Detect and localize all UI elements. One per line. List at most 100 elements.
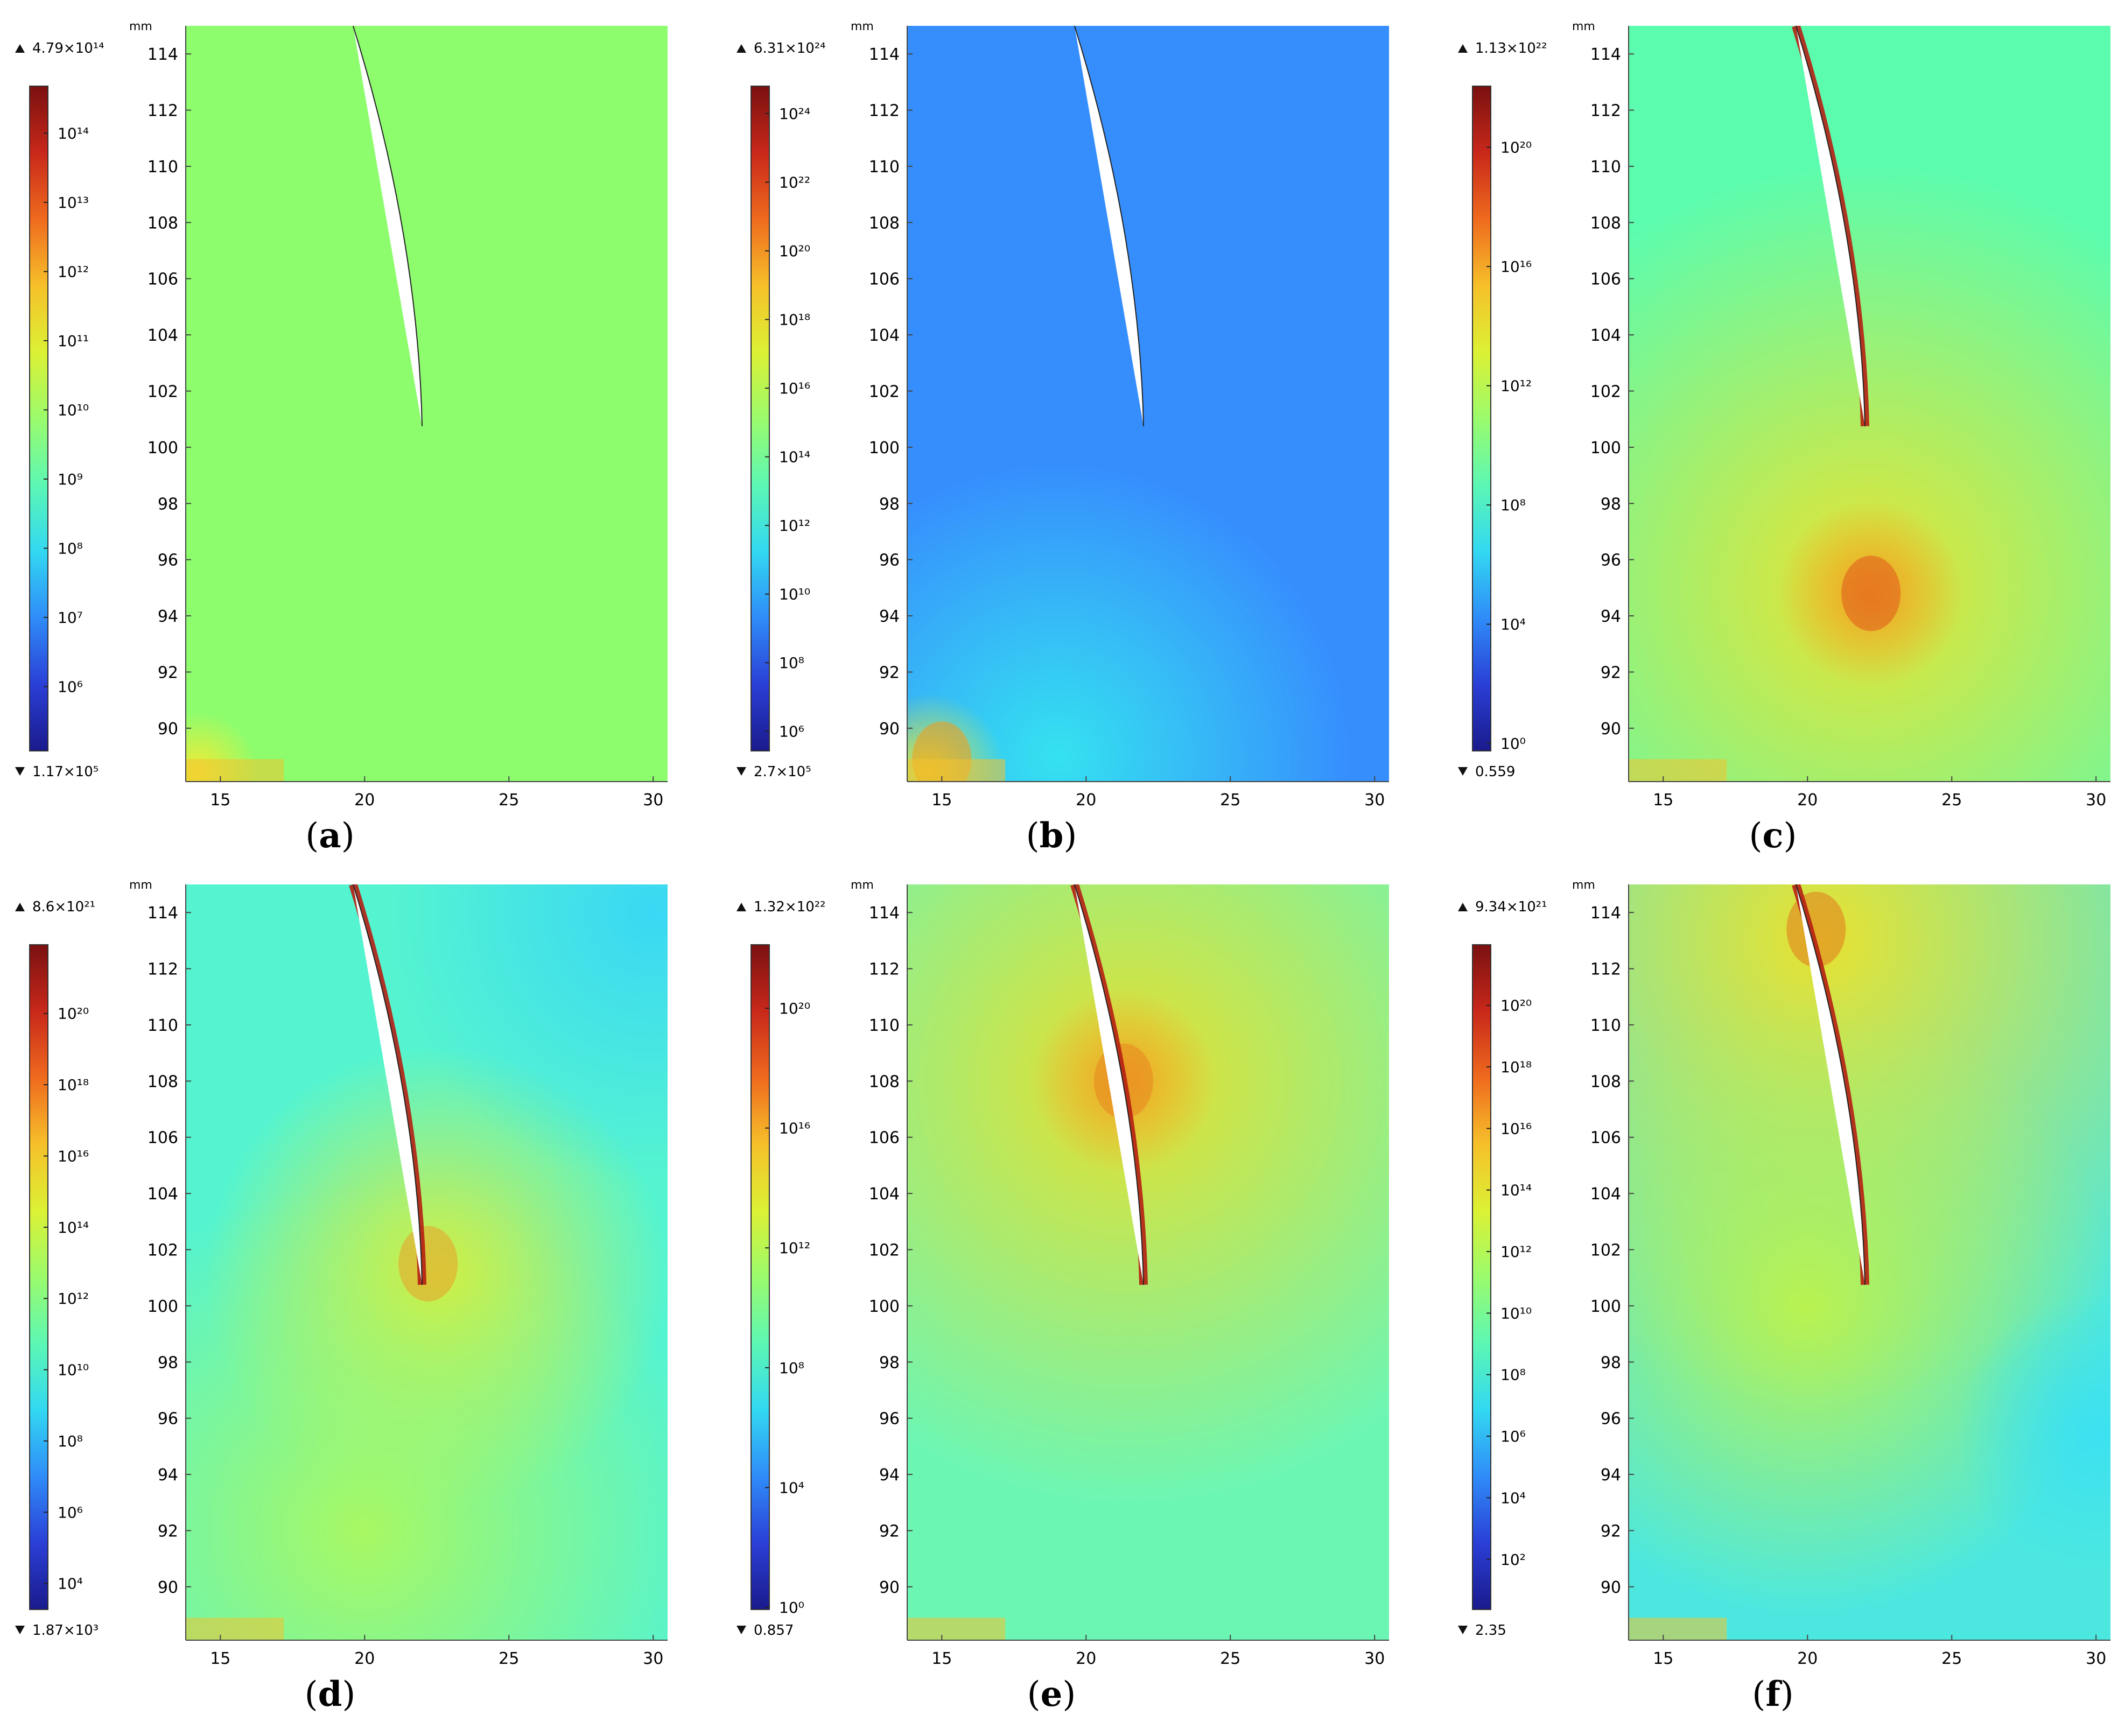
colorbar-tick-label: 10¹⁴ [58,124,89,142]
colorbar-min-label: 2.7×10⁵ [754,764,811,780]
colorbar-tick-label: 10⁶ [58,678,83,695]
colorbar-max-label: 1.32×10²² [754,899,826,915]
y-tick-label: 110 [869,158,900,177]
panel-d: mm 90 92 94 96 98 100 102 104 106 108 110 112 114 15 20… [0,859,718,1723]
colorbar-tick-label: 10⁸ [1500,1366,1526,1384]
notch-region [353,884,423,1285]
x-tick-label: 30 [643,1649,663,1668]
colorbar-tick-label: 10¹⁰ [1500,1304,1532,1322]
y-tick-label: 108 [1590,214,1621,233]
x-tick-label: 25 [1220,791,1240,810]
colorbar-max-label: 9.34×10²¹ [1475,899,1547,915]
x-tick-label: 15 [931,1649,952,1668]
y-tick-label: 108 [148,214,178,233]
field-layer [907,884,1389,1640]
y-tick-label: 92 [1601,1522,1621,1541]
x-tick-label: 15 [1653,791,1673,810]
x-tick-label: 25 [1220,1649,1240,1668]
y-tick-label: 92 [158,663,178,682]
x-tick-label: 25 [1941,791,1962,810]
colorbar-tick-label: 10¹⁴ [58,1219,89,1236]
y-tick-label: 100 [1590,439,1621,458]
y-tick-label: 102 [1590,1241,1621,1260]
chart-b-svg: mm 90 92 94 96 98 100 102 104 106 108 110 112 114 15 20… [737,20,1389,810]
field-layer [1629,884,2110,1640]
y-tick-label: 94 [158,1466,178,1485]
colorbar-tick-label: 10¹⁰ [779,586,810,603]
x-tick-label: 20 [1797,791,1818,810]
y-tick-label: 112 [869,960,900,979]
y-tick-label: 98 [158,1353,178,1372]
panel-a: mm 90 92 94 96 98 100 102 104 106 108 110 112 114 15 20… [0,0,718,864]
field-gradient [186,26,668,782]
bottom-strip [186,759,284,782]
notch-outline [1795,26,1866,426]
x-tick-label: 30 [2086,1649,2106,1668]
colorbar-min-label: 1.87×10³ [32,1622,99,1639]
y-tick-label: 110 [869,1016,900,1035]
y-tick-label: 106 [1590,1129,1621,1148]
bottom-strip [1629,759,1727,782]
axis-unit-label: mm [1572,878,1595,892]
y-tick-label: 108 [148,1072,178,1091]
y-tick-label: 110 [1590,158,1621,177]
x-tick-label: 15 [931,791,952,810]
panel-label: (f) [1752,1674,1794,1714]
colorbar [751,944,770,1610]
colorbar-tick-label: 10¹² [779,1239,810,1257]
y-tick-label: 106 [148,1129,178,1148]
colorbar-tick-label: 10⁴ [58,1575,83,1593]
colorbar-tick-label: 10¹⁸ [1500,1058,1532,1076]
y-tick-label: 110 [1590,1016,1621,1035]
axis-unit-label: mm [129,20,152,33]
min-triangle-icon [1458,767,1468,776]
y-tick-label: 102 [148,383,178,402]
y-tick-label: 96 [1601,551,1621,570]
y-tick-label: 98 [1601,1353,1621,1372]
colorbar-tick-label: 10⁸ [779,654,804,672]
y-tick-label: 114 [869,904,900,923]
bottom-strip [907,1618,1006,1640]
colorbar-tick-label: 10¹⁶ [58,1147,89,1165]
colorbar-tick-label: 10¹² [58,263,89,280]
chart-c-svg: mm 90 92 94 96 98 100 102 104 106 108 110 112 114 15 20… [1458,20,2110,810]
colorbar-min-label: 0.559 [1475,764,1515,780]
y-tick-label: 90 [879,1578,900,1597]
y-tick-label: 112 [1590,102,1621,121]
bottom-strip [907,759,1006,782]
colorbar-tick-label: 10⁴ [1500,616,1526,634]
colorbar-tick-label: 10⁶ [1500,1428,1526,1445]
x-tick-label: 20 [354,1649,375,1668]
chart-f-svg: mm 90 92 94 96 98 100 102 104 106 108 110 112 114 15 20… [1458,878,2110,1668]
y-tick-label: 94 [879,1466,900,1485]
y-tick-label: 92 [879,663,900,682]
colorbar-tick-label: 10¹⁶ [779,379,810,397]
colorbar-tick-label: 10²⁰ [1500,997,1532,1015]
y-tick-label: 108 [869,214,900,233]
min-triangle-icon [1458,1626,1468,1634]
x-tick-label: 30 [1364,791,1385,810]
y-tick-label: 96 [158,1410,178,1429]
max-triangle-icon [737,903,746,911]
axis-unit-label: mm [851,878,874,892]
y-tick-label: 110 [148,1016,178,1035]
y-tick-label: 100 [869,439,900,458]
colorbar-min-label: 2.35 [1475,1622,1506,1639]
colorbar-tick-label: 10⁶ [779,723,804,741]
colorbar-tick-label: 10⁰ [1500,735,1526,753]
field-layer [186,884,668,1640]
field-layer [907,26,1389,782]
colorbar-max-label: 1.13×10²² [1475,40,1547,57]
y-tick-label: 108 [1590,1072,1621,1091]
notch-outline [352,884,423,1285]
y-tick-label: 104 [869,1185,900,1204]
x-tick-label: 20 [354,791,375,810]
y-tick-label: 114 [1590,904,1621,923]
colorbar-tick-label: 10⁷ [58,609,83,627]
notch-outline [352,26,423,426]
colorbar-max-label: 6.31×10²⁴ [754,40,826,57]
colorbar-min-label: 1.17×10⁵ [32,764,99,780]
y-tick-label: 104 [148,1185,178,1204]
y-tick-label: 110 [148,158,178,177]
y-tick-label: 102 [1590,383,1621,402]
